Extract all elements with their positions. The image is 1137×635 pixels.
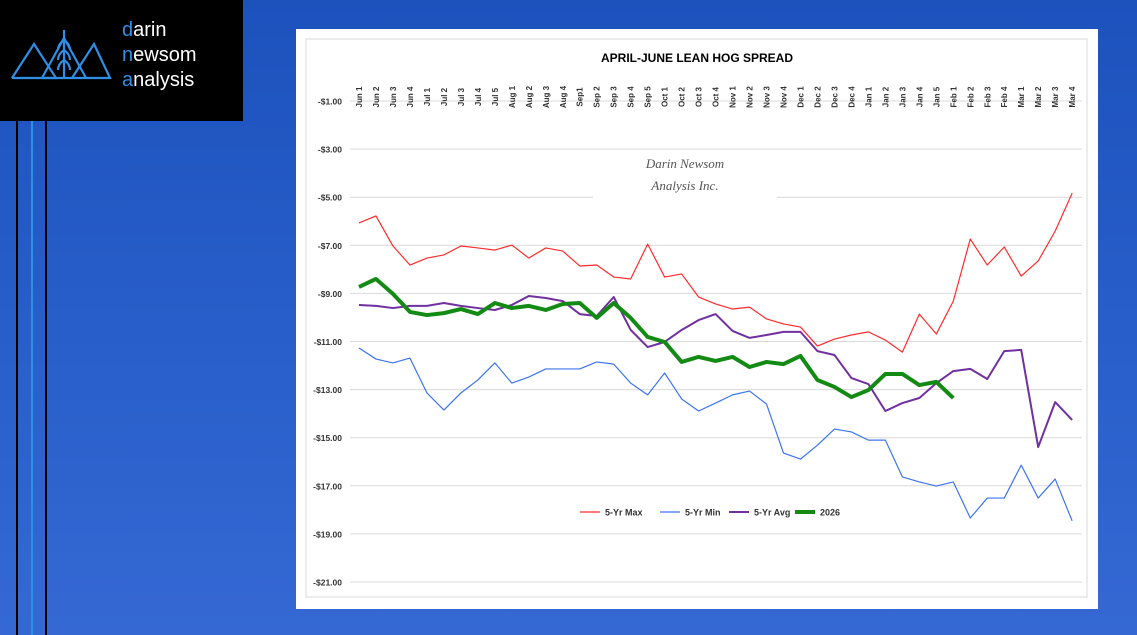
- x-tick-label: Oct 1: [661, 86, 670, 107]
- x-tick-label: Sep 5: [644, 86, 653, 108]
- x-tick-label: Mar 2: [1034, 86, 1043, 107]
- watermark: Darin Newsom: [645, 156, 724, 171]
- y-tick-label: -$13.00: [313, 385, 342, 395]
- logo-text: newsom: [122, 44, 197, 66]
- x-tick-label: Jul 4: [474, 87, 483, 106]
- watermark-background: [593, 151, 777, 199]
- y-tick-label: -$7.00: [318, 241, 342, 251]
- series-line: [358, 276, 955, 400]
- x-tick-label: Sep 4: [627, 86, 636, 108]
- x-tick-label: Jul 2: [440, 87, 449, 106]
- decor-line: [31, 121, 33, 635]
- y-tick-label: -$17.00: [313, 481, 342, 491]
- logo: darin newsom analysis: [0, 0, 243, 121]
- legend-label: 5-Yr Min: [685, 508, 721, 518]
- x-tick-label: Aug 4: [559, 85, 568, 108]
- chart-background: [296, 29, 1098, 609]
- x-tick-label: Nov 2: [746, 86, 755, 108]
- y-tick-label: -$21.00: [313, 578, 342, 588]
- x-tick-label: Jan 4: [915, 86, 924, 107]
- x-tick-label: Feb 3: [983, 86, 992, 107]
- plot-border: [305, 38, 1088, 598]
- x-tick-label: Feb 4: [1000, 86, 1009, 107]
- legend-label: 5-Yr Avg: [754, 508, 790, 518]
- chart: APRIL-JUNE LEAN HOG SPREAD -$1.00 -$3.00 -…: [296, 29, 1098, 609]
- legend-label: 2026: [820, 508, 840, 518]
- series-line: [358, 192, 1073, 353]
- decor-line: [45, 121, 47, 635]
- x-tick-label: Dec 2: [813, 86, 822, 108]
- x-tick-label: Mar 3: [1051, 86, 1060, 107]
- x-tick-label: Nov 1: [729, 86, 738, 108]
- legend-label: 5-Yr Max: [605, 508, 643, 518]
- x-tick-label: Sep 3: [610, 86, 619, 108]
- x-tick-label: Nov 4: [780, 86, 789, 108]
- x-tick-label: Oct 3: [695, 86, 704, 107]
- y-tick-label: -$9.00: [318, 289, 342, 299]
- logo-icon: [11, 30, 112, 80]
- logo-text: darin: [122, 19, 167, 41]
- y-tick-label: -$15.00: [313, 433, 342, 443]
- x-tick-label: Feb 2: [966, 86, 975, 107]
- x-tick-label: Sep 2: [593, 86, 602, 108]
- x-tick-label: Jan 5: [932, 86, 941, 107]
- x-tick-label: Aug 1: [508, 85, 517, 108]
- x-tick-label: Mar 4: [1068, 86, 1077, 107]
- x-tick-label: Jul 5: [491, 87, 500, 106]
- x-tick-label: Oct 2: [678, 86, 687, 107]
- x-tick-label: Jun 1: [355, 86, 364, 107]
- x-tick-label: Sep1: [576, 87, 585, 107]
- chart-title: APRIL-JUNE LEAN HOG SPREAD: [601, 51, 793, 65]
- x-tick-label: Jun 4: [406, 86, 415, 107]
- y-tick-label: -$5.00: [318, 193, 342, 203]
- x-tick-label: Mar 1: [1017, 86, 1026, 107]
- x-tick-label: Dec 1: [796, 86, 805, 108]
- series-line: [358, 347, 1073, 522]
- y-tick-label: -$1.00: [318, 97, 342, 107]
- watermark: Analysis Inc.: [650, 178, 718, 193]
- y-tick-label: -$3.00: [318, 145, 342, 155]
- x-tick-label: Dec 4: [847, 86, 856, 108]
- y-tick-label: -$11.00: [314, 337, 343, 347]
- x-tick-label: Jan 1: [864, 86, 873, 107]
- x-tick-label: Jan 3: [898, 86, 907, 107]
- x-tick-label: Dec 3: [830, 86, 839, 108]
- x-tick-label: Jun 3: [389, 86, 398, 107]
- logo-text: analysis: [122, 69, 195, 91]
- x-tick-label: Feb 1: [949, 86, 958, 107]
- x-tick-label: Jun 2: [372, 86, 381, 107]
- x-tick-label: Jan 2: [881, 86, 890, 107]
- y-tick-label: -$19.00: [313, 529, 342, 539]
- x-tick-label: Nov 3: [763, 86, 772, 108]
- x-tick-label: Jul 1: [423, 87, 432, 106]
- x-tick-label: Jul 3: [457, 87, 466, 106]
- series-line: [358, 295, 1073, 449]
- x-tick-label: Aug 2: [525, 85, 534, 108]
- x-tick-label: Oct 4: [712, 86, 721, 107]
- decor-line: [16, 121, 18, 635]
- x-tick-label: Aug 3: [542, 85, 551, 108]
